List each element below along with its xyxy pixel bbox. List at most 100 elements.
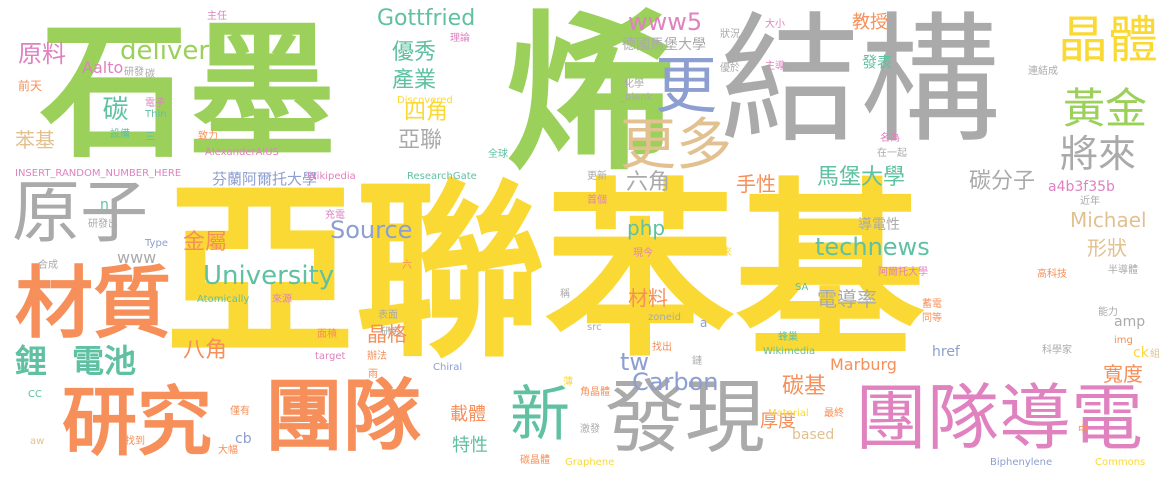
word-cloud-word: 合成 bbox=[38, 260, 58, 271]
word-cloud-word: 電子 bbox=[145, 98, 165, 109]
word-cloud-word: Discovered bbox=[397, 95, 453, 106]
word-cloud-word: 來源 bbox=[272, 294, 292, 305]
word-cloud-word: 稱 bbox=[560, 289, 570, 300]
word-cloud-word: ck bbox=[1133, 345, 1149, 361]
word-cloud-word: 蜂巢 bbox=[778, 332, 798, 343]
word-cloud-word: zoneid bbox=[648, 312, 681, 323]
word-cloud-word: 特性 bbox=[452, 435, 488, 456]
word-cloud-word: src bbox=[587, 322, 602, 333]
word-cloud-word: 主導 bbox=[765, 61, 785, 72]
word-cloud-word: 馬堡大學 bbox=[817, 165, 906, 190]
word-cloud-word: 烯 bbox=[505, 0, 676, 194]
word-cloud-word: 將來 bbox=[1060, 132, 1137, 176]
word-cloud-word: 首個 bbox=[587, 195, 607, 206]
word-cloud-word: 薄 bbox=[563, 377, 573, 388]
word-cloud-word: delivery bbox=[120, 36, 225, 66]
word-cloud-word: href bbox=[932, 344, 960, 360]
word-cloud-word: 找出 bbox=[652, 342, 672, 353]
word-cloud-word: 材料 bbox=[628, 286, 668, 310]
word-cloud-word: based bbox=[792, 427, 835, 443]
word-cloud-word: 六 bbox=[402, 260, 412, 271]
word-cloud-word: ResearchGate bbox=[407, 171, 477, 182]
word-cloud-word: Atomically bbox=[197, 294, 250, 305]
word-cloud-word: 新 bbox=[510, 380, 570, 450]
word-cloud-word: 優於 bbox=[720, 63, 740, 74]
word-cloud-word: INSERT_RANDOM_NUMBER_HERE bbox=[15, 168, 182, 179]
word-cloud-word: 形狀 bbox=[1087, 236, 1127, 260]
word-cloud-word: 石墨 bbox=[40, 6, 336, 178]
word-cloud-word: 鏈 bbox=[692, 356, 702, 367]
word-cloud-word: 現今 bbox=[633, 248, 653, 259]
word-cloud-word: Commons bbox=[1095, 457, 1146, 468]
word-cloud-word: 教授 bbox=[852, 12, 888, 33]
word-cloud-word: Marburg bbox=[830, 355, 897, 374]
word-cloud-word: 晶體 bbox=[1058, 11, 1158, 69]
word-cloud-word: CC bbox=[28, 389, 42, 400]
word-cloud-word: 致力 bbox=[198, 131, 218, 142]
word-cloud-word: 能力 bbox=[1098, 307, 1118, 318]
word-cloud-word: Source bbox=[330, 216, 413, 244]
word-cloud-word: 找到 bbox=[125, 436, 145, 447]
word-cloud-word: 理論 bbox=[450, 33, 470, 44]
word-cloud-word: a4b3f35b bbox=[1048, 179, 1115, 195]
word-cloud-word: 狀況 bbox=[720, 29, 740, 40]
word-cloud-word: 產業 bbox=[392, 68, 437, 93]
word-cloud-word: AlexanderAlUS bbox=[205, 147, 279, 158]
word-cloud-word: SA bbox=[795, 282, 809, 293]
word-cloud-word: 結構 bbox=[720, 0, 1001, 163]
word-cloud-word: 近年 bbox=[1080, 196, 1100, 207]
word-cloud-word: Wikimedia bbox=[763, 346, 816, 357]
word-cloud-word: 發現 bbox=[605, 371, 765, 464]
word-cloud-word: Aalto bbox=[82, 58, 124, 77]
word-cloud-word: Gottfried bbox=[377, 6, 476, 31]
word-cloud-word: cb bbox=[235, 431, 252, 447]
word-cloud-word: 面積 bbox=[317, 329, 337, 340]
word-cloud-word: 同等 bbox=[922, 313, 942, 324]
word-cloud-word: 激發 bbox=[580, 424, 600, 435]
word-cloud-word: 研發 bbox=[124, 67, 144, 78]
word-cloud-word: 角晶體 bbox=[580, 387, 610, 398]
word-cloud-word: 材質 bbox=[15, 259, 172, 349]
word-cloud-word: 更多 bbox=[620, 113, 732, 178]
word-cloud-word: Carbon bbox=[632, 368, 719, 396]
word-cloud-word: _blank bbox=[620, 92, 653, 103]
word-cloud-word: Wikipedia bbox=[307, 171, 356, 182]
word-cloud-word: 高科技 bbox=[1037, 269, 1067, 280]
word-cloud-word: 充電 bbox=[325, 210, 345, 221]
word-cloud-word: 蓄電 bbox=[922, 299, 942, 310]
word-cloud-word: Chiral bbox=[433, 362, 463, 373]
word-cloud-word: 表面 bbox=[378, 310, 398, 321]
word-cloud-word: img bbox=[1114, 335, 1133, 346]
word-cloud-word: 電導率 bbox=[817, 287, 877, 311]
word-cloud-word: 寬度 bbox=[1103, 362, 1143, 386]
word-cloud-word: 全球 bbox=[488, 149, 508, 160]
word-cloud-word: 未來 bbox=[712, 247, 732, 258]
word-cloud-word: 原子 bbox=[12, 174, 149, 253]
word-cloud-word: aw bbox=[30, 436, 45, 447]
word-cloud-word: 連結成 bbox=[1028, 66, 1058, 77]
word-cloud-word: amp bbox=[1114, 314, 1146, 330]
word-cloud-word: 大小 bbox=[765, 19, 785, 30]
word-cloud-word: 碳 bbox=[145, 69, 155, 80]
word-cloud-word: 辦法 bbox=[367, 351, 387, 362]
word-cloud-word: 導電性 bbox=[858, 217, 900, 233]
word-cloud-word: 三 bbox=[145, 132, 155, 143]
word-cloud-word: 碳晶體 bbox=[520, 455, 550, 466]
word-cloud-word: 亞聯 bbox=[398, 128, 443, 153]
word-cloud-word: 更 bbox=[655, 49, 718, 122]
word-cloud-word: 碳分子 bbox=[969, 169, 1036, 194]
word-cloud-word: 僅有 bbox=[230, 406, 250, 417]
word-cloud-word: 發表 bbox=[862, 53, 893, 71]
word-cloud-word: 晶格 bbox=[367, 322, 407, 346]
word-cloud-word: www5 bbox=[628, 8, 703, 36]
word-cloud-word: www bbox=[117, 248, 157, 267]
word-cloud-word: 阿爾托大學 bbox=[878, 267, 928, 278]
word-cloud-word: 亞聯苯基 bbox=[165, 162, 926, 383]
word-cloud-word: 厚度 bbox=[760, 411, 796, 432]
word-cloud-word: 手性 bbox=[736, 172, 776, 196]
word-cloud-word: 六角 bbox=[626, 170, 671, 195]
word-cloud-word: 黃金 bbox=[1063, 84, 1148, 133]
word-cloud-word: 名為 bbox=[880, 133, 900, 144]
word-cloud-word: 化學 bbox=[624, 79, 644, 90]
word-cloud-word: Material bbox=[768, 408, 809, 419]
